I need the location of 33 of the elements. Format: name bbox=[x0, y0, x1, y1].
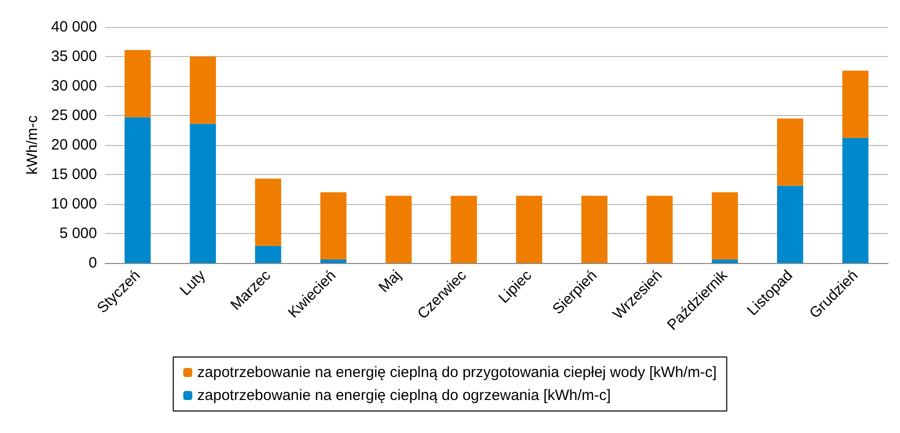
bar bbox=[516, 196, 542, 263]
bar bbox=[842, 138, 868, 263]
y-tick-label: 10 000 bbox=[51, 196, 97, 212]
y-tick-label: 25 000 bbox=[51, 107, 97, 124]
bar bbox=[450, 196, 477, 263]
bar bbox=[646, 196, 673, 263]
y-tick-label: 30 000 bbox=[51, 78, 97, 94]
bar bbox=[320, 259, 346, 263]
bar bbox=[320, 192, 346, 260]
bar bbox=[124, 50, 151, 118]
y-tick-label: 35 000 bbox=[51, 48, 97, 65]
bar bbox=[777, 186, 804, 263]
bar bbox=[124, 117, 151, 263]
y-tick-label: 15 000 bbox=[51, 166, 97, 183]
y-tick-label: 5 000 bbox=[59, 225, 97, 242]
bar bbox=[842, 70, 868, 138]
x-tick-label: Maj bbox=[376, 266, 405, 296]
y-tick-label: 20 000 bbox=[51, 136, 97, 154]
bar bbox=[581, 196, 608, 263]
bar bbox=[386, 196, 412, 263]
bar bbox=[712, 192, 738, 260]
x-tick-label: Luty bbox=[176, 266, 210, 300]
legend-label: zapotrzebowanie na energię cieplną do przygotowania ciepłej wody [kWh/m-c] bbox=[197, 364, 717, 381]
y-axis-title: kWh/m-c bbox=[24, 114, 42, 175]
y-tick-label: 40 000 bbox=[51, 18, 97, 36]
legend-label: zapotrzebowanie na energię cieplną do ogrzewania [kWh/m-c] bbox=[197, 387, 611, 404]
bar bbox=[255, 178, 282, 246]
bar bbox=[255, 246, 282, 263]
bar bbox=[712, 259, 738, 263]
bar bbox=[190, 124, 216, 263]
bar bbox=[777, 118, 804, 186]
y-tick-label: 0 bbox=[88, 254, 97, 272]
bar bbox=[190, 56, 216, 124]
